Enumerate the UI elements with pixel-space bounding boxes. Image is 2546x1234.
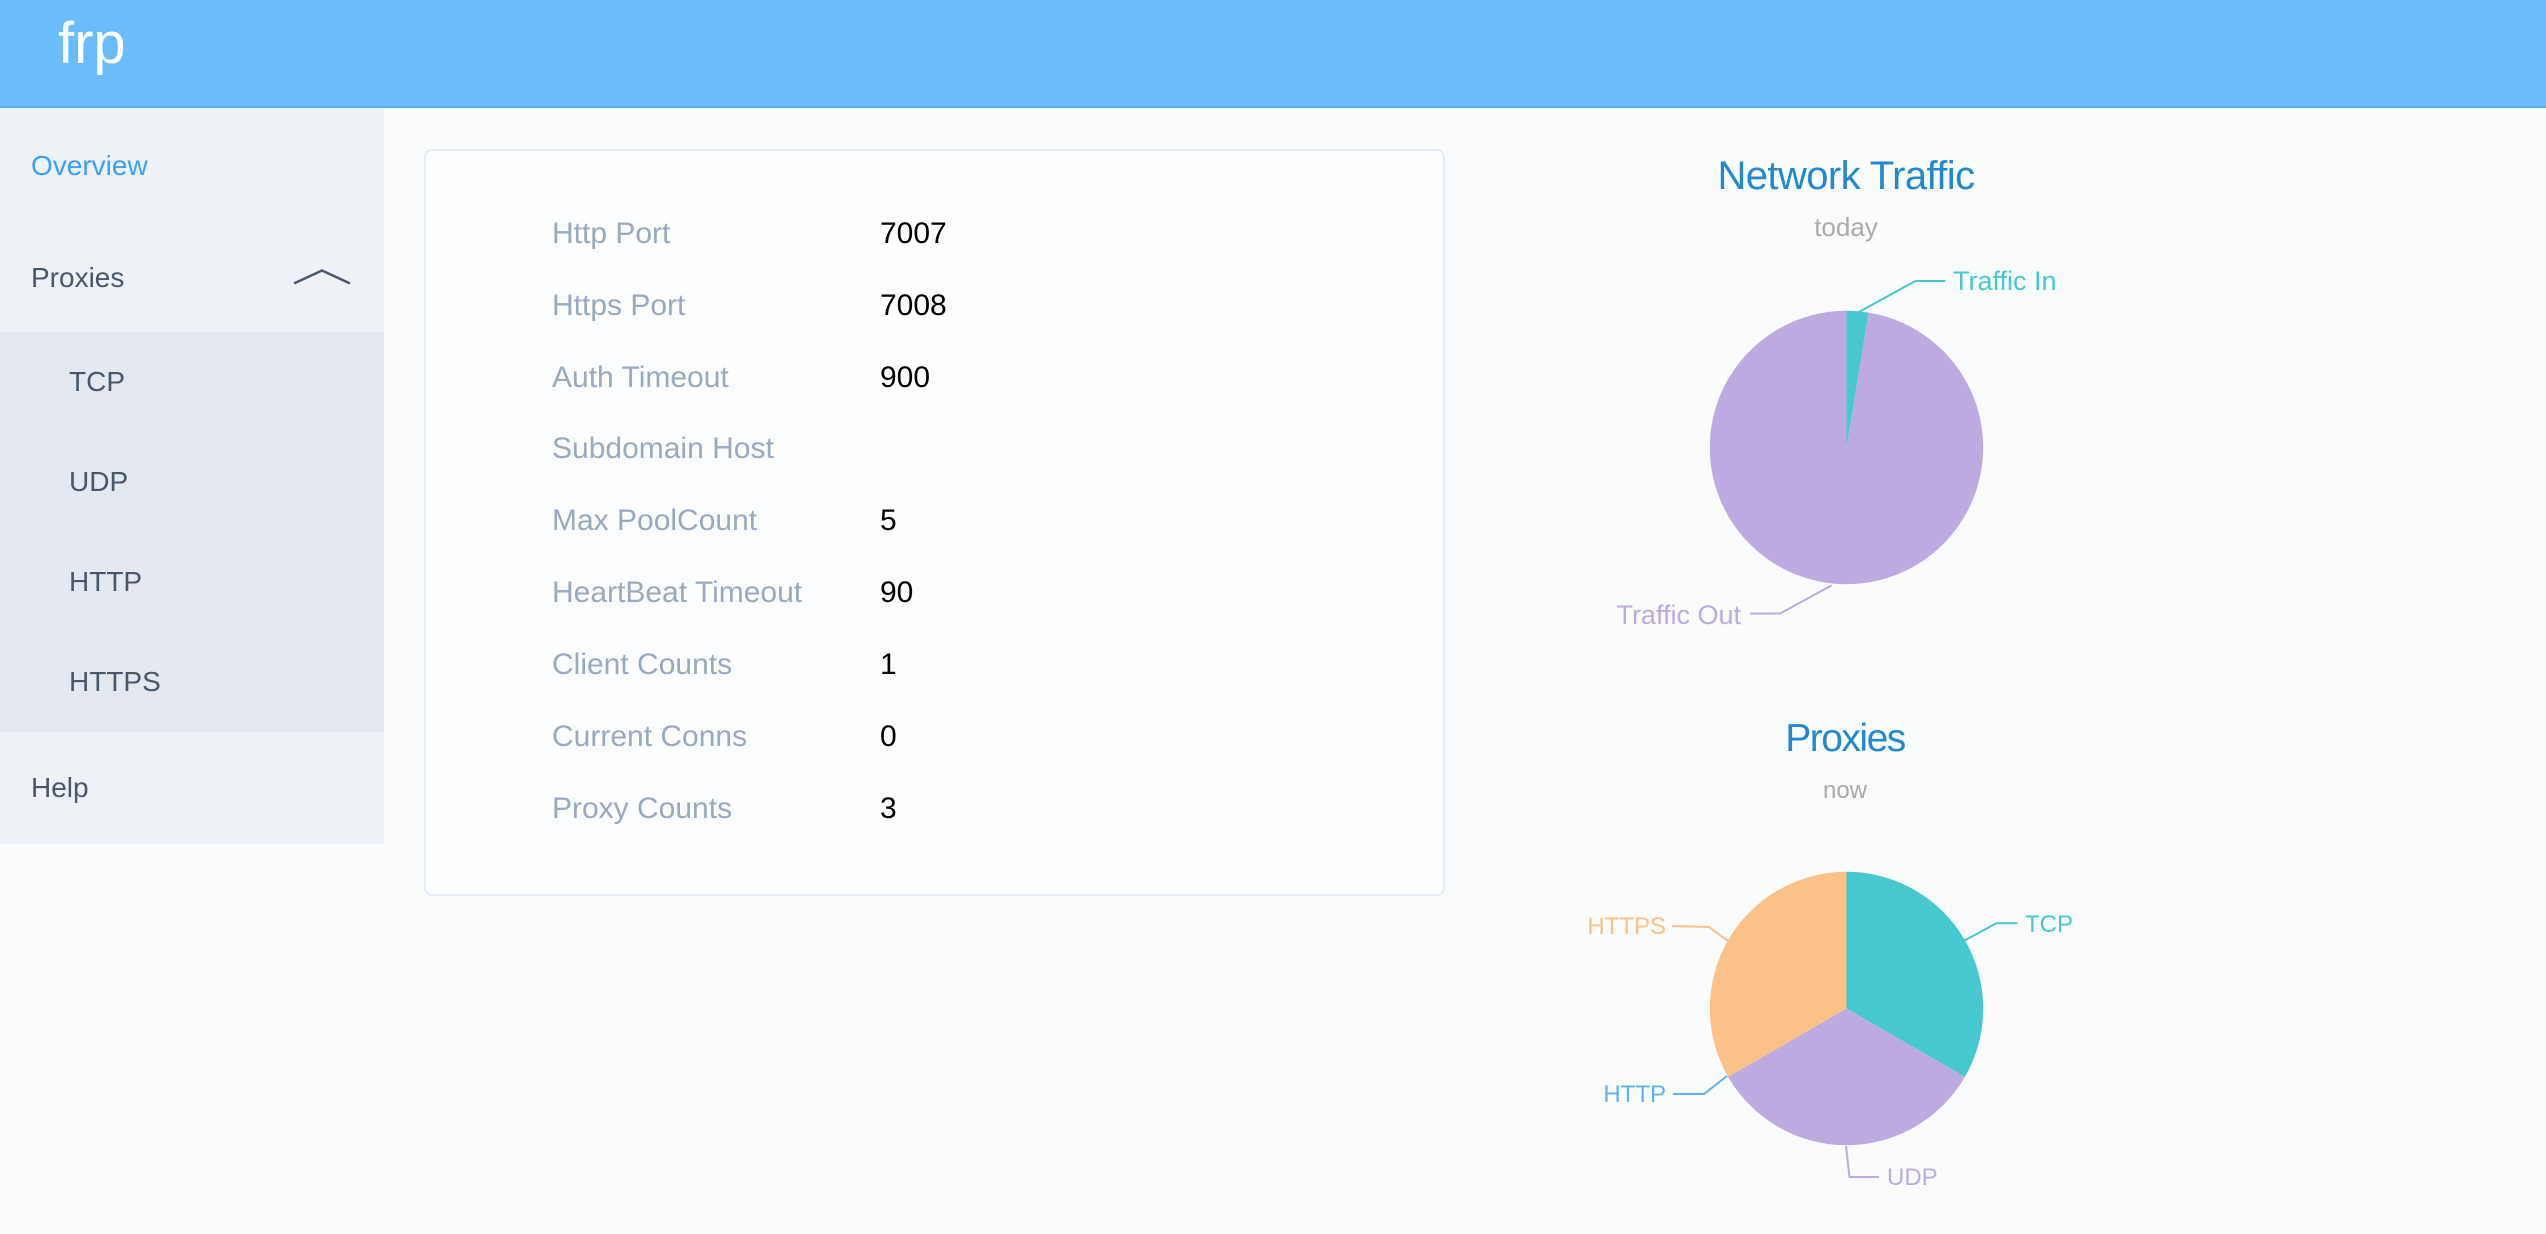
svg-text:HTTPS: HTTPS <box>1587 913 1666 940</box>
svg-text:Network Traffic: Network Traffic <box>1718 154 1975 198</box>
svg-text:TCP: TCP <box>2025 911 2073 938</box>
svg-text:now: now <box>1823 777 1868 804</box>
svg-text:UDP: UDP <box>1887 1164 1938 1191</box>
svg-text:Proxies: Proxies <box>1785 717 1906 760</box>
svg-text:HTTP: HTTP <box>1603 1081 1666 1108</box>
svg-text:today: today <box>1814 212 1878 242</box>
svg-text:Traffic Out: Traffic Out <box>1616 600 1741 630</box>
svg-text:Traffic In: Traffic In <box>1953 266 2057 296</box>
